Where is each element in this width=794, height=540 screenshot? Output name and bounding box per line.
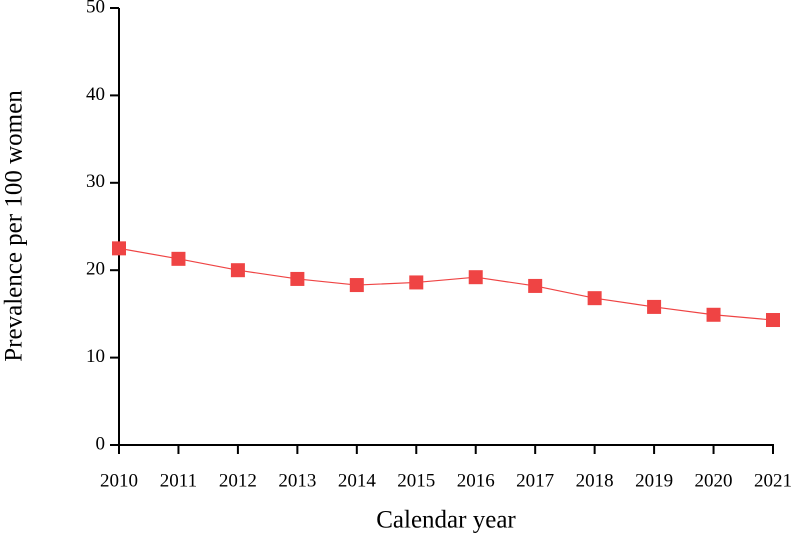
x-tick-label: 2019	[635, 470, 673, 491]
x-tick-label: 2017	[516, 470, 554, 491]
series-line	[118, 247, 774, 321]
x-tick-label: 2013	[278, 470, 316, 491]
y-tick-label: 50	[86, 0, 105, 17]
y-tick-label: 40	[86, 84, 105, 105]
y-tick-label: 0	[96, 433, 106, 454]
x-tick-label: 2016	[457, 470, 495, 491]
y-tick-label: 30	[86, 171, 105, 192]
data-point	[290, 271, 305, 286]
data-point	[349, 278, 364, 293]
y-tick-label: 20	[86, 259, 105, 280]
x-tick-label: 2010	[100, 470, 138, 491]
data-point	[112, 241, 126, 256]
x-tick-label: 2018	[576, 470, 614, 491]
data-point	[706, 307, 721, 322]
x-tick-label: 2014	[338, 470, 377, 491]
data-point	[528, 278, 543, 293]
x-tick-label: 2011	[160, 470, 197, 491]
data-point	[468, 270, 483, 285]
x-tick-label: 2012	[219, 470, 257, 491]
x-axis-label: Calendar year	[376, 507, 516, 534]
x-tick-label: 2020	[695, 470, 733, 491]
data-point	[766, 313, 780, 328]
data-point	[587, 291, 602, 306]
data-point	[647, 299, 662, 314]
y-axis-label: Prevalence per 100 women	[1, 90, 28, 362]
data-point	[171, 251, 186, 266]
data-point	[409, 275, 424, 290]
x-tick-label: 2021	[754, 470, 792, 491]
y-tick-label: 10	[86, 346, 105, 367]
x-tick-label: 2015	[397, 470, 435, 491]
data-point	[230, 263, 245, 278]
